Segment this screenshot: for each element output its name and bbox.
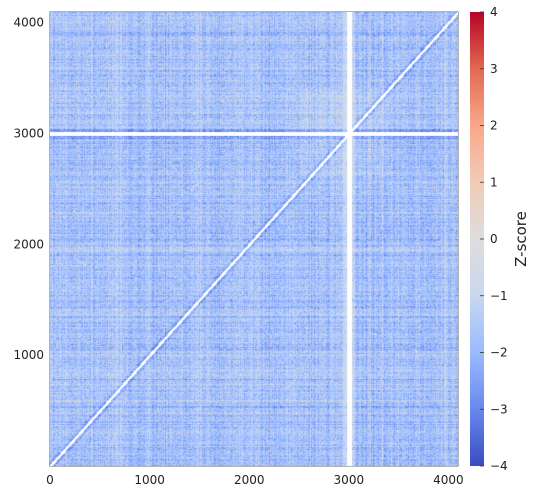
colorbar-label: Z-score	[512, 211, 530, 267]
colorbar-tick-label: 4	[490, 5, 498, 19]
y-tick-label: 3000	[13, 126, 44, 140]
colorbar-tick-label: 3	[490, 62, 498, 76]
x-tick-label: 2000	[234, 473, 265, 487]
colorbar-tick-label: 1	[490, 175, 498, 189]
x-tick-label: 4000	[433, 473, 464, 487]
x-tick-label: 1000	[134, 473, 165, 487]
colorbar-tick-label: 0	[490, 232, 498, 246]
x-tick-label: 0	[46, 473, 54, 487]
y-tick-label: 4000	[13, 16, 44, 30]
x-tick-label: 3000	[334, 473, 365, 487]
colorbar-tick-label: −1	[490, 289, 508, 303]
colorbar-tick-label: 2	[490, 119, 498, 133]
y-tick-label: 2000	[13, 237, 44, 251]
y-tick-label: 1000	[13, 348, 44, 362]
colorbar-tick-label: −4	[490, 459, 508, 473]
heatmap-image	[50, 12, 458, 466]
colorbar-tick-label: −3	[490, 402, 508, 416]
colorbar-tick-label: −2	[490, 346, 508, 360]
